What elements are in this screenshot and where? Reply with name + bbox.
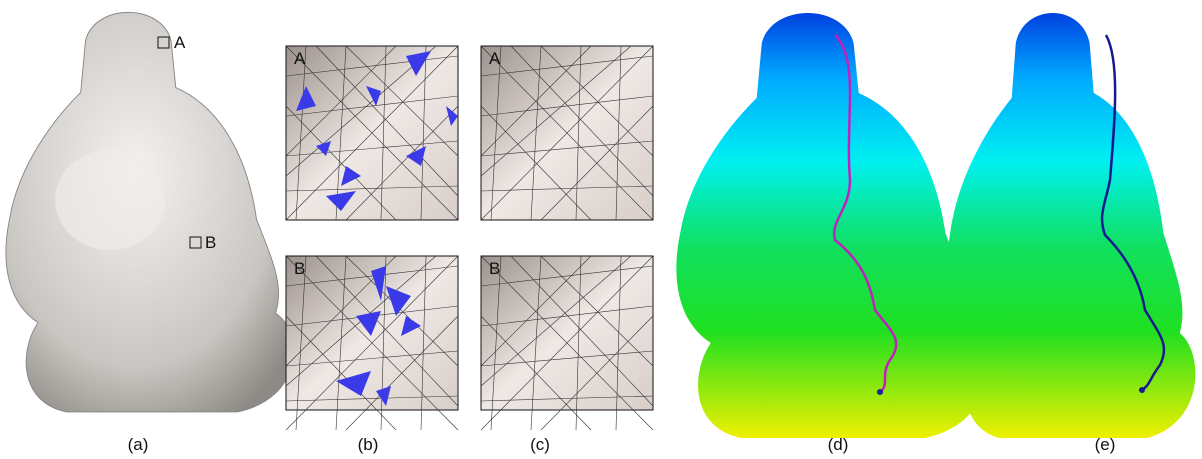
figure: A B A B A B (a) (b) (c) (d) (e) bbox=[0, 0, 1202, 459]
caption: (b) bbox=[358, 435, 379, 454]
belly bbox=[55, 150, 165, 250]
inset: A bbox=[481, 46, 653, 220]
heat-statue bbox=[947, 13, 1195, 438]
marker-label: A bbox=[174, 33, 186, 52]
caption: (a) bbox=[128, 435, 149, 454]
inset: B bbox=[481, 256, 653, 430]
inset-label: B bbox=[489, 259, 500, 278]
caption: (d) bbox=[828, 435, 849, 454]
path-end bbox=[1139, 387, 1145, 393]
marker-label: B bbox=[205, 233, 216, 252]
inset-label: A bbox=[294, 49, 306, 68]
inset: B bbox=[286, 256, 458, 430]
inset-label: A bbox=[489, 49, 501, 68]
caption: (e) bbox=[1095, 435, 1116, 454]
inset-label: B bbox=[294, 259, 305, 278]
inset: A bbox=[286, 46, 458, 220]
path-end bbox=[877, 389, 883, 395]
caption: (c) bbox=[530, 435, 550, 454]
heat-statue bbox=[676, 13, 985, 438]
